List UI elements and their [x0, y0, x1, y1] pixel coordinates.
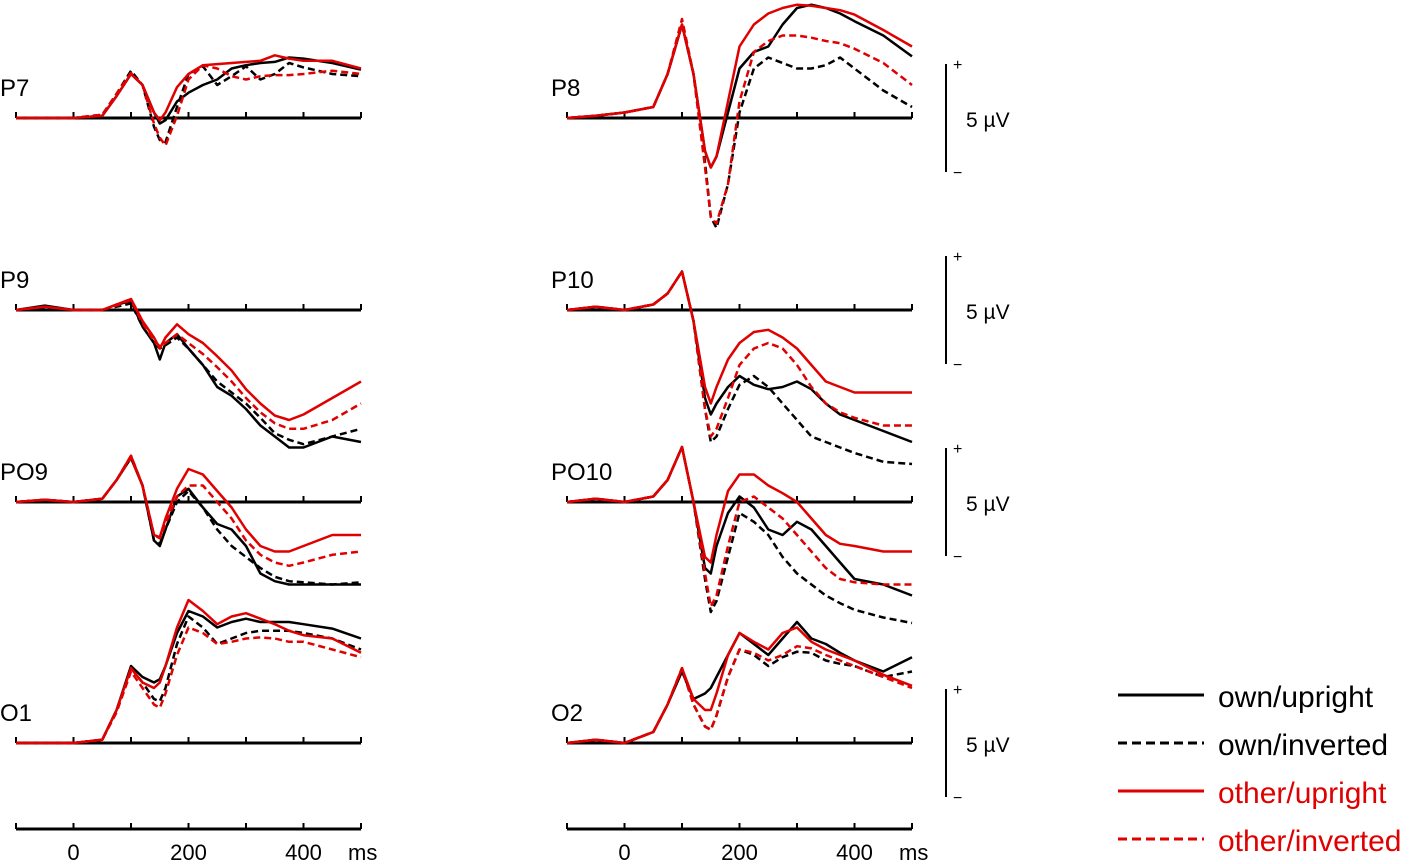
channel-label: O2 [551, 700, 583, 727]
scale-bar-label: 5 µV [966, 301, 1010, 324]
waveform-own-upright [566, 3, 913, 169]
legend-entry-own-upright: own/upright [1118, 681, 1374, 714]
channel-label: P8 [551, 75, 580, 102]
waveform-other-upright [15, 454, 361, 553]
panel-o1: O1 [0, 598, 362, 745]
legend-label: own/inverted [1218, 729, 1388, 762]
waveform-other-inverted [566, 17, 913, 225]
legend-label: other/inverted [1218, 825, 1401, 858]
scale-bar-label: 5 µV [966, 493, 1010, 516]
channel-label: O1 [0, 700, 32, 727]
waveform-other-upright [16, 54, 362, 122]
waveform-other-inverted [16, 63, 362, 147]
time-tick-label: 400 [836, 840, 873, 864]
legend-entry-other-upright: other/upright [1118, 777, 1387, 810]
waveform-other-upright [16, 598, 362, 745]
scale-bar-2: + − 5 µV [945, 441, 1010, 566]
waveform-other-inverted [566, 445, 912, 608]
panel-po9: PO9 [0, 454, 362, 586]
waveform-other-upright [566, 270, 912, 405]
time-axis-right: 0 200 400 ms [566, 823, 928, 864]
panel-p9: P9 [0, 267, 362, 449]
waveform-own-upright [16, 609, 362, 745]
time-tick-label: 0 [618, 840, 630, 864]
time-tick-label: 400 [285, 840, 322, 864]
channel-label: P10 [551, 267, 594, 294]
scale-bar-plus: + [953, 249, 962, 266]
scale-bar-plus: + [953, 441, 962, 458]
panel-po10: PO10 [551, 445, 913, 625]
waveform-other-inverted [15, 298, 362, 431]
scale-bar-1: + − 5 µV [945, 249, 1010, 374]
scale-bar-minus: − [953, 357, 962, 374]
legend: own/upright own/inverted other/upright othe… [1118, 681, 1401, 858]
waveform-other-inverted [16, 626, 362, 745]
time-tick-label: 200 [170, 840, 207, 864]
waveform-own-upright [566, 445, 913, 597]
channel-label: PO9 [0, 459, 48, 486]
time-unit-label: ms [348, 840, 377, 864]
panel-o2: O2 [551, 620, 913, 745]
channel-label: PO10 [551, 459, 612, 486]
legend-label: own/upright [1218, 681, 1374, 714]
waveform-own-upright [15, 456, 361, 586]
waveform-own-inverted [566, 445, 913, 625]
time-tick-label: 200 [721, 840, 758, 864]
waveform-other-inverted [566, 270, 912, 438]
panel-p10: P10 [551, 267, 913, 466]
waveform-own-upright [566, 270, 913, 444]
legend-entry-other-inverted: other/inverted [1118, 825, 1401, 858]
scale-bars: + − 5 µV + − 5 µV + − 5 µV + − 5 µV [945, 57, 1010, 807]
time-tick-label: 0 [67, 840, 79, 864]
scale-bar-plus: + [953, 57, 962, 74]
waveform-own-inverted [566, 270, 913, 466]
scale-bar-label: 5 µV [966, 734, 1010, 757]
scale-bar-0: + − 5 µV [945, 57, 1010, 182]
waveform-other-upright [566, 626, 913, 745]
waveform-own-inverted [15, 302, 362, 446]
waveform-other-inverted [566, 644, 913, 745]
scale-bar-minus: − [953, 549, 962, 566]
channel-label: P9 [0, 267, 29, 294]
scale-bar-minus: − [953, 790, 962, 807]
panel-p7: P7 [0, 54, 362, 147]
waveform-own-inverted [15, 454, 362, 586]
waveform-own-upright [566, 620, 913, 745]
scale-bar-label: 5 µV [966, 109, 1010, 132]
scale-bar-minus: − [953, 165, 962, 182]
waveform-own-upright [15, 299, 362, 449]
time-axes: 0 200 400 ms 0 200 400 ms [15, 823, 928, 864]
channel-label: P7 [0, 75, 29, 102]
erp-panels: P7 P8 P9 P10 PO9 PO10 O1 O2 [0, 3, 913, 745]
waveform-other-inverted [15, 456, 362, 568]
legend-entry-own-inverted: own/inverted [1118, 729, 1388, 762]
time-unit-label: ms [899, 840, 928, 864]
scale-bar-plus: + [953, 682, 962, 699]
waveform-other-upright [15, 297, 362, 422]
legend-label: other/upright [1218, 777, 1387, 810]
waveform-own-inverted [566, 23, 913, 230]
time-axis-left: 0 200 400 ms [15, 823, 377, 864]
waveform-other-upright [566, 445, 912, 564]
scale-bar-3: + − 5 µV [945, 682, 1010, 807]
waveform-other-upright [566, 3, 913, 169]
panel-p8: P8 [551, 3, 913, 230]
